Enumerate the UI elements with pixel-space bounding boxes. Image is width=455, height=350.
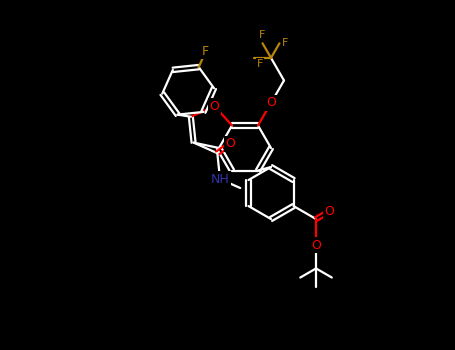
Text: O: O <box>324 205 334 218</box>
Text: O: O <box>210 100 220 113</box>
Text: O: O <box>311 239 321 252</box>
Text: NH: NH <box>211 173 229 186</box>
Text: F: F <box>257 59 263 69</box>
Text: O: O <box>266 97 276 110</box>
Text: O: O <box>225 138 235 150</box>
Text: F: F <box>282 38 288 48</box>
Text: F: F <box>202 45 209 58</box>
Text: F: F <box>259 30 266 40</box>
